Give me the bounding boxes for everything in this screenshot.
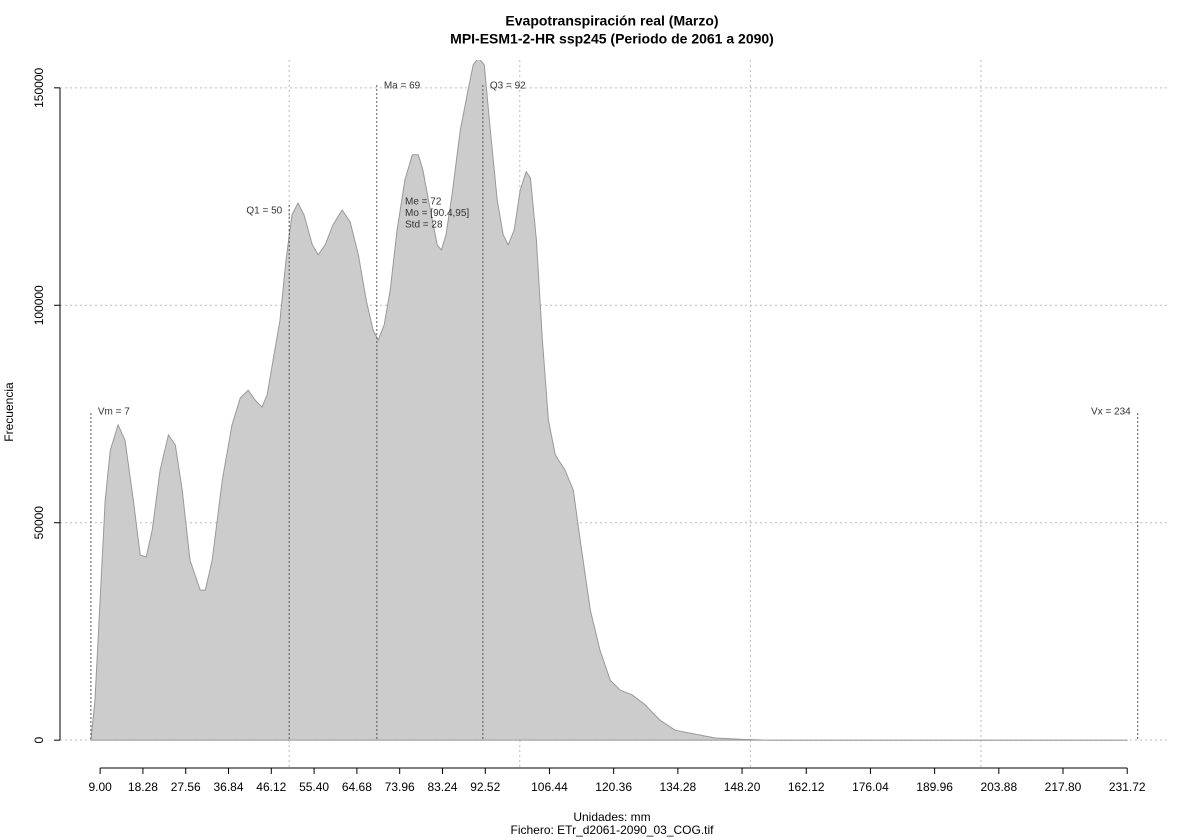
stat-label: Vm = 7 — [98, 407, 130, 418]
density-area — [90, 60, 1128, 741]
x-tick-label: 18.28 — [128, 780, 158, 794]
stat-label: Q3 = 92 — [490, 81, 526, 92]
x-tick-label: 36.84 — [213, 780, 243, 794]
x-tick-label: 134.28 — [660, 780, 697, 794]
chart-subtitle: MPI-ESM1-2-HR ssp245 (Periodo de 2061 a … — [450, 31, 774, 47]
y-tick-label: 50000 — [32, 506, 46, 540]
y-tick-label: 100000 — [32, 285, 46, 325]
x-tick-label: 231.72 — [1109, 780, 1146, 794]
stat-label: Vx = 234 — [1091, 407, 1131, 418]
annotation: Mo = [90.4,95] — [405, 208, 469, 219]
x-tick-label: 106.44 — [531, 780, 568, 794]
x-tick-label: 64.68 — [342, 780, 372, 794]
annotation: Me = 72 — [405, 197, 442, 208]
x-tick-label: 148.20 — [724, 780, 761, 794]
caption: Fichero: ETr_d2061-2090_03_COG.tif — [511, 823, 715, 837]
x-tick-label: 92.52 — [470, 780, 500, 794]
stat-label: Q1 = 50 — [246, 206, 282, 217]
chart-title: Evapotranspiración real (Marzo) — [505, 13, 718, 29]
x-tick-label: 46.12 — [256, 780, 286, 794]
x-axis-label: Unidades: mm — [573, 810, 650, 824]
x-tick-label: 203.88 — [980, 780, 1017, 794]
x-tick-label: 27.56 — [171, 780, 201, 794]
x-tick-label: 73.96 — [385, 780, 415, 794]
y-tick-label: 0 — [32, 737, 46, 744]
x-tick-label: 120.36 — [595, 780, 632, 794]
y-axis-label: Frecuencia — [2, 382, 16, 442]
x-tick-label: 162.12 — [788, 780, 825, 794]
x-tick-label: 83.24 — [427, 780, 457, 794]
y-tick-label: 150000 — [32, 67, 46, 107]
x-tick-label: 9.00 — [88, 780, 112, 794]
stat-label: Ma = 69 — [384, 81, 421, 92]
annotation: Std = 28 — [405, 220, 443, 231]
x-tick-label: 217.80 — [1045, 780, 1082, 794]
x-tick-label: 176.04 — [852, 780, 889, 794]
x-tick-label: 55.40 — [299, 780, 329, 794]
x-tick-label: 189.96 — [916, 780, 953, 794]
